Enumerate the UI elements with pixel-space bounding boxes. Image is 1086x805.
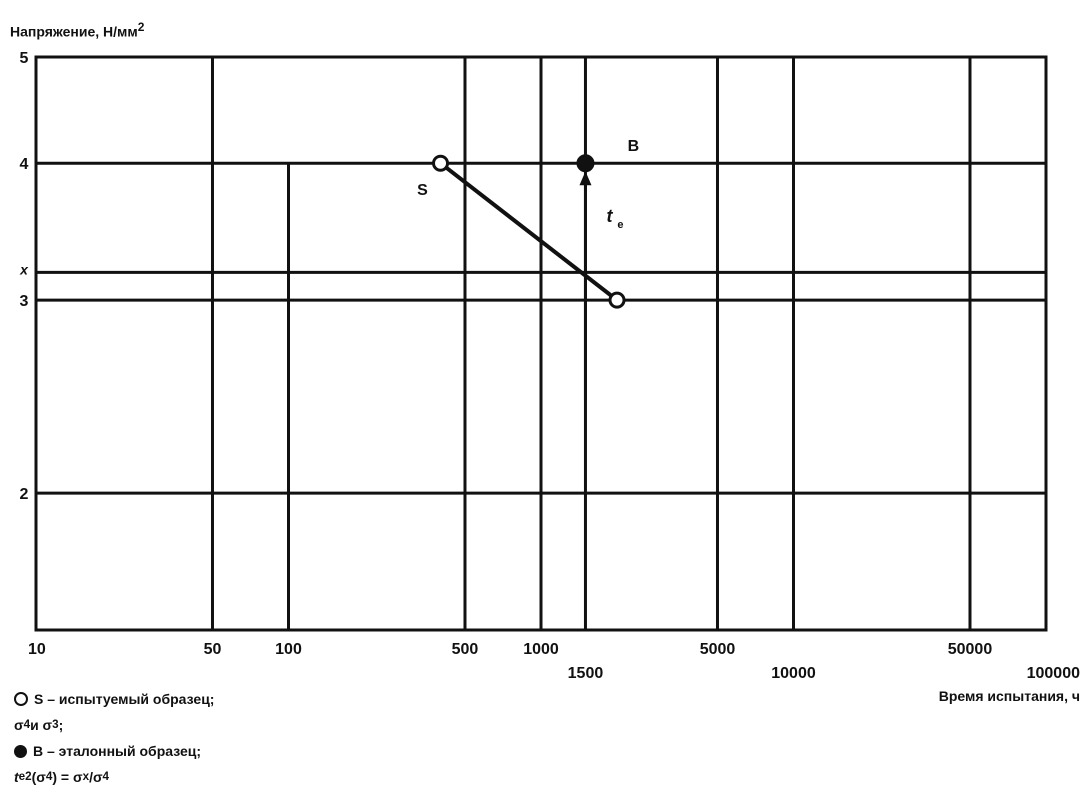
- legend-sigma-a: σ: [14, 717, 24, 733]
- legend-specimen-text: S – испытуемый образец;: [34, 691, 215, 707]
- legend-sigma-b: и σ: [30, 717, 53, 733]
- legend-formula-t: t: [14, 769, 19, 785]
- legend-item-reference: B – эталонный образец;: [14, 738, 214, 764]
- annotation-te-sub: e: [617, 219, 623, 231]
- filled-point-1: [576, 154, 595, 173]
- legend-formula-b: (σ: [31, 769, 46, 785]
- x-tick-label-100: 100: [275, 641, 302, 658]
- x-tick-label-10: 10: [28, 641, 46, 658]
- legend-item-specimen: S – испытуемый образец;: [14, 686, 214, 712]
- x-tick-label-1500: 1500: [568, 665, 604, 682]
- y-axis-title-sup: 2: [137, 20, 145, 34]
- y-extra-label: x: [19, 261, 29, 277]
- x-tick-label-500: 500: [452, 641, 479, 658]
- legend-item-formula: t e2 (σ 4) = σ x/σ 4: [14, 764, 214, 790]
- x-tick-label-10000: 10000: [771, 665, 816, 682]
- x-tick-label-50000: 50000: [948, 641, 993, 658]
- annotation-s: S: [417, 182, 428, 199]
- legend-sigma-a-sub: 4: [23, 718, 31, 731]
- x-tick-label-5000: 5000: [700, 641, 736, 658]
- specimen-line: [439, 161, 619, 302]
- annotation-te: t: [606, 206, 613, 226]
- arrow-head-icon: [579, 171, 592, 186]
- legend-sigma-end: ;: [58, 717, 64, 733]
- legend-formula-c: ) = σ: [52, 769, 83, 785]
- legend-formula-d: /σ: [89, 769, 103, 785]
- x-tick-label-100000: 100000: [1027, 665, 1080, 682]
- legend-formula-d-sub: 4: [102, 770, 110, 783]
- y-tick-label-3: 3: [20, 293, 29, 310]
- y-tick-label-2: 2: [20, 486, 29, 503]
- open-point-1: [432, 154, 450, 172]
- legend-reference-text: B – эталонный образец;: [33, 743, 202, 759]
- open-circle-icon: [14, 692, 28, 706]
- x-tick-label-1000: 1000: [523, 641, 559, 658]
- legend-sigma-b-sub: 3: [52, 718, 59, 731]
- legend-formula-b-sub: 4: [45, 770, 53, 783]
- y-axis-title-text: Напряжение, Н/мм: [10, 23, 138, 40]
- y-tick-label-5: 5: [20, 50, 29, 67]
- legend-formula-t-sub: e2: [18, 770, 32, 783]
- annotation-b: B: [628, 138, 640, 155]
- x-axis-title: Время испытания, ч: [938, 688, 1080, 704]
- x-tick-label-50: 50: [204, 641, 222, 658]
- y-axis-title: Напряжение, Н/мм2: [10, 20, 144, 40]
- filled-circle-icon: [14, 744, 27, 758]
- legend-formula-c-sub: x: [82, 770, 90, 783]
- open-point-2: [608, 291, 626, 309]
- y-tick-label-4: 4: [20, 156, 29, 173]
